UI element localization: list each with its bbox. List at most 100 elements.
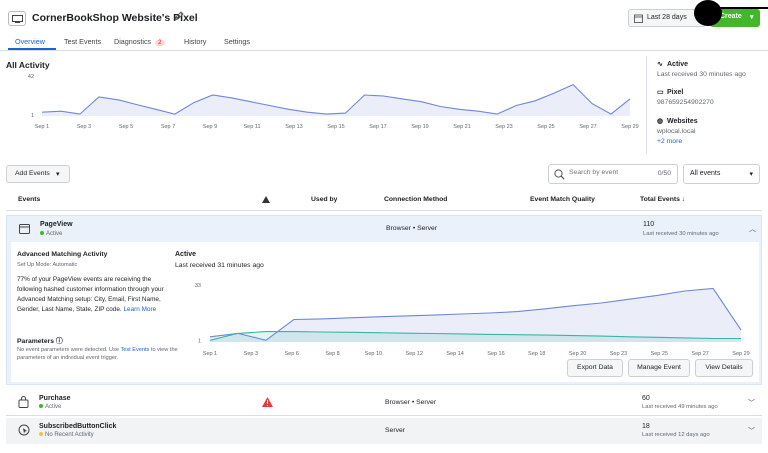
last-received: Last received 30 minutes ago xyxy=(643,231,719,237)
total-events: 110 xyxy=(643,221,655,228)
create-button[interactable]: Create ▾ xyxy=(710,9,760,27)
tab-bar: Overview Test Events Diagnostics 2 Histor… xyxy=(0,35,768,50)
x-tick-label: Sep 25 xyxy=(537,124,554,130)
x-tick-label: Sep 7 xyxy=(161,124,175,130)
x-tick-label: Sep 8 xyxy=(325,351,339,357)
col-total-events[interactable]: Total Events ↓ xyxy=(640,196,686,203)
connection-method: Server xyxy=(385,427,406,434)
x-tick-label: Sep 10 xyxy=(365,351,382,357)
total-events: 18 xyxy=(642,423,650,430)
manage-event-button[interactable]: Manage Event xyxy=(628,359,690,377)
search-icon xyxy=(554,169,565,180)
advanced-matching-text: 77% of your PageView events are receivin… xyxy=(17,276,164,313)
cursor-click-icon xyxy=(18,424,31,437)
last-received: Last received 30 minutes ago xyxy=(657,71,746,78)
x-tick-label: Sep 27 xyxy=(691,351,708,357)
x-tick-label: Sep 16 xyxy=(487,351,504,357)
params-text-1: No event parameters were detected. Use xyxy=(17,347,119,353)
parameters-title: Parameters ⓘ xyxy=(17,335,63,345)
website-domain: wplocal.local xyxy=(657,128,696,135)
header-divider xyxy=(0,50,768,51)
y-tick-label: 1 xyxy=(198,338,201,344)
date-range-label: Last 28 days xyxy=(647,14,687,21)
add-events-button[interactable]: Add Events ▾ xyxy=(6,165,70,183)
view-details-button[interactable]: View Details xyxy=(695,359,753,377)
active-tab-indicator xyxy=(8,48,56,50)
tab-overview[interactable]: Overview xyxy=(15,37,45,46)
tab-history[interactable]: History xyxy=(184,37,207,46)
parameters-description: No event parameters were detected. Use T… xyxy=(17,346,182,362)
pointer-cursor-icon xyxy=(694,0,722,26)
col-used-by[interactable]: Used by xyxy=(311,196,338,203)
pixel-id: 987659254902270 xyxy=(657,99,714,106)
events-table-header: Events Used by Connection Method Event M… xyxy=(6,191,762,211)
event-name: PageView xyxy=(40,221,73,228)
search-events-box: 0/50 xyxy=(548,164,678,184)
pointer-line xyxy=(718,7,768,9)
series-line xyxy=(41,83,631,115)
series-line xyxy=(209,287,742,341)
x-tick-label: Sep 15 xyxy=(327,124,344,130)
x-tick-label: Sep 9 xyxy=(203,124,217,130)
col-event-match-quality[interactable]: Event Match Quality xyxy=(530,196,595,203)
y-tick-label: 42 xyxy=(28,74,34,80)
x-tick-label: Sep 6 xyxy=(285,351,299,357)
tab-test-events[interactable]: Test Events xyxy=(64,37,102,46)
last-received: Last received 12 days ago xyxy=(642,432,710,438)
calendar-event-icon xyxy=(19,223,32,236)
event-status-label: Active xyxy=(46,231,63,237)
info-icon[interactable]: ⓘ xyxy=(55,338,63,345)
x-tick-label: Sep 20 xyxy=(569,351,586,357)
warning-icon[interactable] xyxy=(262,397,273,409)
event-name: SubscribedButtonClick xyxy=(39,423,117,430)
x-tick-label: Sep 1 xyxy=(35,124,49,130)
date-range-button[interactable]: Last 28 days xyxy=(628,9,706,27)
table-row[interactable]: PageView Active Browser • Server 110 Las… xyxy=(7,216,763,242)
chevron-up-icon[interactable]: ︿ xyxy=(749,226,756,233)
more-websites-link[interactable]: +2 more xyxy=(657,138,683,145)
pageview-expanded-panel: PageView Active Browser • Server 110 Las… xyxy=(6,215,762,385)
learn-more-link[interactable]: Learn More xyxy=(123,306,157,313)
status-dot xyxy=(39,404,43,409)
search-character-count: 0/50 xyxy=(657,170,671,177)
event-status: No Recent Activity xyxy=(39,432,94,438)
tab-settings[interactable]: Settings xyxy=(224,37,250,46)
table-row[interactable]: SubscribedButtonClick No Recent Activity… xyxy=(6,418,762,444)
page-header: CornerBookShop Website's Pixel Overview … xyxy=(0,0,768,50)
active-status: ∿ Active xyxy=(657,60,688,68)
y-tick-label: 33 xyxy=(195,283,201,289)
setup-mode: Set Up Mode: Automatic xyxy=(17,262,78,268)
status-dot xyxy=(39,432,43,437)
chevron-down-icon[interactable]: ﹀ xyxy=(748,428,755,435)
activity-pulse-icon: ∿ xyxy=(657,61,663,68)
advanced-matching-title: Advanced Matching Activity xyxy=(17,251,108,258)
series-area xyxy=(42,84,630,116)
x-tick-label: Sep 23 xyxy=(610,351,627,357)
edit-pencil-icon[interactable] xyxy=(174,11,184,21)
y-tick-label: 1 xyxy=(31,113,34,119)
x-tick-label: Sep 18 xyxy=(528,351,545,357)
search-input[interactable] xyxy=(569,169,649,176)
event-status: Active xyxy=(39,404,61,410)
event-status: Active xyxy=(40,231,62,237)
pixel-info-panel: ∿ Active Last received 30 minutes ago ▭ Pi… xyxy=(646,56,768,154)
event-filter-select[interactable]: All events ▾ xyxy=(683,164,760,184)
series-area xyxy=(210,288,741,342)
chevron-down-icon[interactable]: ﹀ xyxy=(748,400,755,407)
table-row[interactable]: Purchase Active Browser • Server 60 Last… xyxy=(6,390,762,416)
websites-label: Websites xyxy=(667,118,698,125)
calendar-icon xyxy=(634,14,643,23)
params-text-2: to view the parameters of an individual … xyxy=(17,347,178,361)
test-events-link[interactable]: Test Events xyxy=(120,347,150,353)
diagnostics-count-badge: 2 xyxy=(155,40,165,46)
warning-column-icon xyxy=(262,196,270,205)
export-data-button[interactable]: Export Data xyxy=(567,359,623,377)
tab-diagnostics[interactable]: Diagnostics 2 xyxy=(114,37,165,46)
page-title: CornerBookShop Website's Pixel xyxy=(32,12,198,24)
x-tick-label: Sep 1 xyxy=(203,351,217,357)
caret-down-icon: ▾ xyxy=(56,171,60,178)
all-activity-title: All Activity xyxy=(6,60,50,70)
col-events[interactable]: Events xyxy=(18,196,41,203)
col-connection-method[interactable]: Connection Method xyxy=(384,196,448,203)
